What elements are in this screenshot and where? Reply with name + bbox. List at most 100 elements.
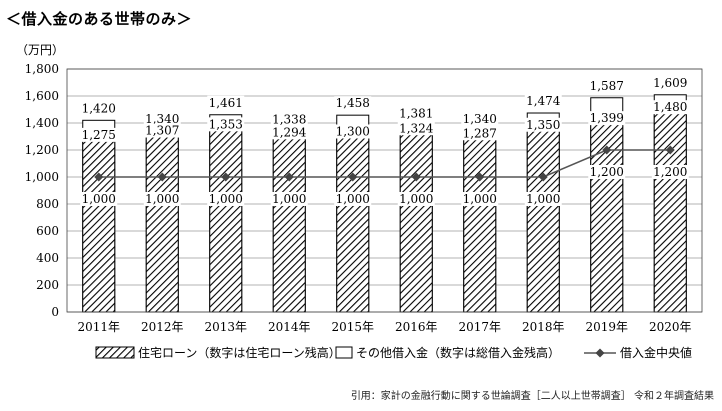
- median-value-label-bg: [397, 192, 435, 206]
- total-value-label-bg: [524, 94, 562, 109]
- total-value-label: 1,420: [82, 101, 116, 115]
- total-value-label: 1,461: [209, 96, 243, 110]
- median-point: [284, 172, 294, 182]
- total-value-label-bg: [651, 75, 689, 90]
- median-value-label: 1,000: [82, 192, 116, 206]
- total-value-label-bg: [143, 112, 181, 127]
- x-tick-label: 2018年: [522, 320, 565, 334]
- y-tick-label: 1,800: [25, 62, 59, 76]
- median-value-label: 1,000: [526, 192, 560, 206]
- loan-value-label-bg: [397, 121, 435, 136]
- legend-label-other-borrowing: その他借入金（数字は総借入金残高）: [356, 345, 560, 360]
- median-point: [665, 145, 675, 155]
- median-value-label-bg: [80, 192, 118, 206]
- loan-value-label-bg: [80, 127, 118, 142]
- x-tick-label: 2017年: [458, 320, 501, 334]
- x-tick-label: 2011年: [77, 320, 120, 334]
- total-value-label: 1,474: [526, 94, 561, 108]
- legend-label-housing-loan: 住宅ローン（数字は住宅ローン残高）: [138, 345, 341, 360]
- total-value-label: 1,338: [272, 112, 306, 126]
- loan-value-label-bg: [334, 124, 372, 139]
- total-value-label-bg: [80, 101, 118, 116]
- median-point: [221, 172, 231, 182]
- bar-housing-loan: [336, 136, 370, 313]
- median-point: [602, 145, 612, 155]
- total-value-label-bg: [397, 106, 435, 121]
- y-axis-unit: （万円）: [16, 43, 65, 57]
- plot-frame: [66, 68, 703, 313]
- median-value-label-bg: [143, 192, 181, 206]
- total-value-label: 1,340: [463, 112, 497, 126]
- loan-value-label: 1,300: [336, 125, 370, 139]
- y-tick-label: 600: [36, 224, 59, 238]
- median-point: [411, 172, 421, 182]
- loan-value-label-bg: [524, 117, 562, 132]
- loan-value-label: 1,480: [653, 100, 687, 114]
- y-tick-label: 1,600: [25, 89, 59, 103]
- loan-value-label-bg: [588, 111, 626, 126]
- y-tick-label: 1,400: [25, 116, 59, 130]
- loan-value-label: 1,294: [272, 125, 307, 139]
- median-value-label-bg: [334, 192, 372, 206]
- loan-value-label-bg: [143, 123, 181, 138]
- median-value-label-bg: [270, 192, 308, 206]
- total-value-label-bg: [270, 112, 308, 127]
- loan-value-label-bg: [651, 100, 689, 115]
- x-tick-label: 2015年: [331, 320, 374, 334]
- loan-value-label: 1,350: [526, 118, 560, 132]
- loan-value-label: 1,287: [463, 126, 497, 140]
- median-value-label: 1,000: [399, 192, 433, 206]
- median-value-label-bg: [524, 192, 562, 206]
- median-line: [98, 149, 671, 178]
- x-tick-label: 2014年: [268, 320, 311, 334]
- legend-label-median: 借入金中央値: [620, 345, 692, 360]
- median-point: [157, 172, 167, 182]
- median-value-label-bg: [588, 165, 626, 179]
- median-value-label-bg: [651, 165, 689, 179]
- loan-value-label-bg: [207, 117, 245, 132]
- total-value-label-bg: [461, 112, 499, 127]
- median-value-label: 1,200: [590, 165, 624, 179]
- total-value-label: 1,587: [590, 79, 624, 93]
- bar-housing-loan: [272, 136, 306, 313]
- bar-housing-loan: [653, 111, 687, 313]
- bar-housing-loan: [399, 132, 433, 313]
- bar-housing-loan: [463, 137, 497, 313]
- median-value-label: 1,200: [653, 165, 687, 179]
- median-point: [475, 172, 485, 182]
- loan-value-label: 1,399: [590, 111, 624, 125]
- loan-value-label: 1,324: [399, 121, 434, 135]
- loan-value-label: 1,353: [209, 117, 243, 131]
- loan-value-label-bg: [461, 126, 499, 141]
- x-tick-label: 2012年: [141, 320, 184, 334]
- x-tick-label: 2016年: [395, 320, 438, 334]
- total-value-label-bg: [588, 78, 626, 93]
- total-value-label: 1,458: [336, 96, 370, 110]
- legend-swatch-other-borrowing: [335, 346, 353, 359]
- legend-marker-median: [595, 348, 605, 358]
- median-value-label-bg: [207, 192, 245, 206]
- y-tick-label: 200: [36, 278, 59, 292]
- y-tick-label: 800: [36, 197, 59, 211]
- loan-value-label-bg: [270, 125, 308, 140]
- x-tick-label: 2019年: [585, 320, 628, 334]
- y-tick-label: 1,000: [25, 170, 59, 184]
- loan-value-label: 1,307: [145, 124, 179, 138]
- y-tick-label: 1,200: [25, 143, 59, 157]
- median-value-label: 1,000: [209, 192, 243, 206]
- bar-housing-loan: [82, 139, 116, 313]
- loan-value-label: 1,275: [82, 128, 116, 142]
- median-value-label-bg: [461, 192, 499, 206]
- median-value-label: 1,000: [463, 192, 497, 206]
- bar-housing-loan: [526, 129, 560, 313]
- median-point: [348, 172, 358, 182]
- median-value-label: 1,000: [145, 192, 179, 206]
- chart-title: ＜借入金のある世帯のみ＞: [6, 10, 193, 28]
- median-point: [538, 172, 548, 182]
- total-value-label-bg: [334, 96, 372, 111]
- y-tick-label: 400: [36, 251, 59, 265]
- bar-housing-loan: [209, 128, 243, 313]
- total-value-label: 1,340: [145, 112, 179, 126]
- x-tick-label: 2020年: [649, 320, 692, 334]
